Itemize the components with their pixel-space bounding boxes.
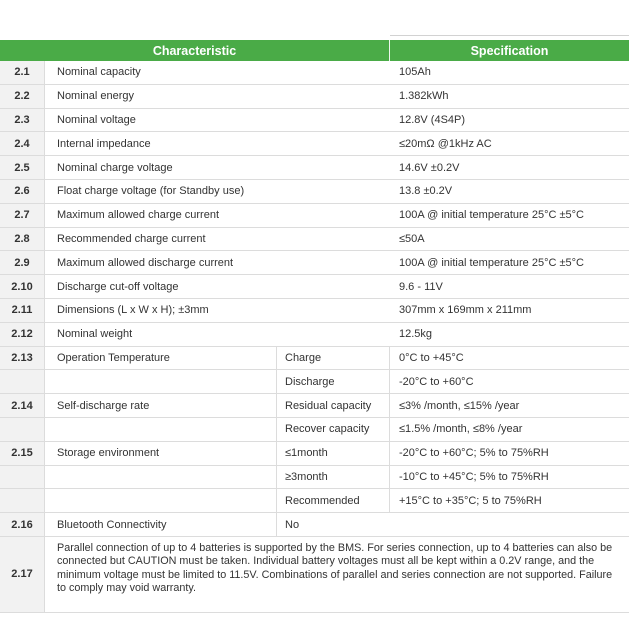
table-row: 2.13 Operation Temperature Charge 0°C to… (0, 346, 629, 371)
header-characteristic: Characteristic (0, 40, 390, 61)
table-row: 2.7 Maximum allowed charge current 100A … (0, 203, 629, 228)
table-row: 2.15 Storage environment ≤1month -20°C t… (0, 441, 629, 466)
spec-cell: ≤50A (399, 232, 425, 245)
table-row: 2.16 Bluetooth Connectivity No (0, 513, 629, 537)
row-number: 2.10 (0, 275, 45, 298)
table-row: Recover capacity ≤1.5% /month, ≤8% /year (0, 417, 629, 442)
row-number: 2.13 (0, 346, 45, 370)
row-number: 2.16 (0, 513, 45, 536)
spec-cell: -20°C to +60°C; 5% to 75%RH (399, 447, 549, 460)
characteristic-cell: Dimensions (L x W x H); ±3mm (57, 304, 209, 317)
characteristic-cell: Recommended charge current (57, 232, 206, 245)
spec-cell: 14.6V ±0.2V (399, 161, 460, 174)
spec-cell: ≤1.5% /month, ≤8% /year (399, 423, 523, 436)
row-number: 2.3 (0, 108, 45, 132)
spec-cell: ≤20mΩ @1kHz AC (399, 137, 492, 150)
table-row: 2.12 Nominal weight 12.5kg (0, 322, 629, 347)
top-divider-line (390, 35, 629, 36)
spec-cell: -20°C to +60°C (399, 375, 474, 388)
header-specification: Specification (470, 43, 549, 58)
characteristic-cell: Nominal voltage (57, 113, 136, 126)
sub-characteristic-cell: Recover capacity (277, 417, 390, 441)
characteristic-cell: Nominal weight (57, 328, 133, 341)
spec-cell: -10°C to +45°C; 5% to 75%RH (399, 470, 549, 483)
row-number: 2.14 (0, 394, 45, 417)
row-number: 2.5 (0, 156, 45, 179)
characteristic-cell (45, 489, 277, 513)
note-cell: Parallel connection of up to 4 batteries… (57, 541, 613, 595)
row-number: 2.8 (0, 227, 45, 251)
table-row: 2.14 Self-discharge rate Residual capaci… (0, 394, 629, 418)
table-row: 2.6 Float charge voltage (for Standby us… (0, 179, 629, 204)
row-number (0, 465, 45, 489)
spec-cell: +15°C to +35°C; 5 to 75%RH (399, 494, 542, 507)
table-row: ≥3month -10°C to +45°C; 5% to 75%RH (0, 465, 629, 490)
table-row: 2.1 Nominal capacity 105Ah (0, 61, 629, 85)
row-number: 2.7 (0, 203, 45, 227)
spec-cell: 0°C to +45°C (399, 351, 464, 364)
characteristic-cell: Internal impedance (57, 137, 151, 150)
spec-cell: ≤3% /month, ≤15% /year (399, 399, 520, 412)
characteristic-cell (45, 417, 277, 441)
spec-cell: 9.6 - 11V (399, 280, 443, 293)
characteristic-cell: Self-discharge rate (45, 394, 277, 417)
spec-cell: 12.8V (4S4P) (399, 113, 466, 126)
characteristic-cell: Maximum allowed discharge current (57, 256, 234, 269)
table-row: 2.4 Internal impedance ≤20mΩ @1kHz AC (0, 132, 629, 157)
spec-table: Characteristic Specification 2.1 Nominal… (0, 40, 629, 613)
characteristic-cell: Nominal capacity (57, 66, 141, 79)
characteristic-cell: Nominal charge voltage (57, 161, 173, 174)
row-number: 2.12 (0, 322, 45, 346)
sub-characteristic-cell: Residual capacity (277, 394, 390, 417)
characteristic-cell: Maximum allowed charge current (57, 209, 220, 222)
table-row: Discharge -20°C to +60°C (0, 370, 629, 395)
row-number: 2.9 (0, 251, 45, 275)
row-number (0, 417, 45, 441)
table-header-row: Characteristic Specification (0, 40, 629, 61)
row-number: 2.11 (0, 298, 45, 322)
characteristic-cell: Discharge cut-off voltage (57, 280, 179, 293)
spec-cell: 12.5kg (399, 328, 433, 341)
row-number (0, 370, 45, 394)
characteristic-cell: Bluetooth Connectivity (45, 513, 277, 536)
table-row: 2.8 Recommended charge current ≤50A (0, 227, 629, 252)
table-row: 2.17 Parallel connection of up to 4 batt… (0, 536, 629, 613)
spec-cell: No (285, 518, 300, 531)
table-row: Recommended +15°C to +35°C; 5 to 75%RH (0, 489, 629, 514)
table-row: 2.9 Maximum allowed discharge current 10… (0, 251, 629, 276)
row-number: 2.17 (0, 536, 45, 612)
sub-characteristic-cell: Recommended (277, 489, 390, 513)
row-number (0, 489, 45, 513)
sub-characteristic-cell: ≥3month (277, 465, 390, 489)
table-row: 2.5 Nominal charge voltage 14.6V ±0.2V (0, 156, 629, 180)
characteristic-cell: Operation Temperature (45, 346, 277, 370)
characteristic-cell: Storage environment (45, 441, 277, 465)
sub-characteristic-cell: Charge (277, 346, 390, 370)
table-row: 2.3 Nominal voltage 12.8V (4S4P) (0, 108, 629, 133)
characteristic-cell (45, 370, 277, 394)
spec-cell: 100A @ initial temperature 25°C ±5°C (399, 256, 584, 269)
sub-characteristic-cell: ≤1month (277, 441, 390, 465)
spec-cell: 13.8 ±0.2V (399, 185, 453, 198)
row-number: 2.6 (0, 179, 45, 203)
spec-cell: 105Ah (399, 66, 431, 79)
characteristic-cell: Float charge voltage (for Standby use) (57, 185, 245, 198)
characteristic-cell (45, 465, 277, 489)
row-number: 2.15 (0, 441, 45, 465)
characteristic-cell: Nominal energy (57, 90, 135, 103)
row-number: 2.4 (0, 132, 45, 156)
table-row: 2.10 Discharge cut-off voltage 9.6 - 11V (0, 275, 629, 299)
table-row: 2.11 Dimensions (L x W x H); ±3mm 307mm … (0, 298, 629, 323)
sub-characteristic-cell: Discharge (277, 370, 390, 394)
spec-cell: 307mm x 169mm x 211mm (399, 304, 532, 317)
table-row: 2.2 Nominal energy 1.382kWh (0, 84, 629, 109)
row-number: 2.1 (0, 61, 45, 84)
row-number: 2.2 (0, 84, 45, 108)
spec-cell: 1.382kWh (399, 90, 449, 103)
spec-cell: 100A @ initial temperature 25°C ±5°C (399, 209, 584, 222)
